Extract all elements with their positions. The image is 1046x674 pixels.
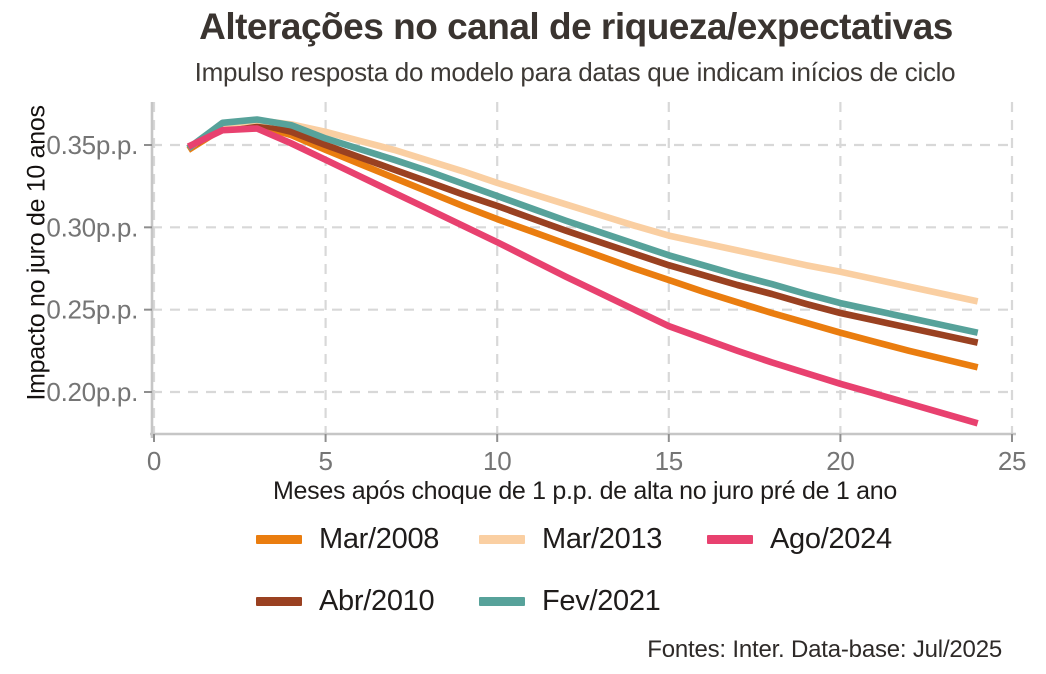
y-tick-label: 0.25p.p. [46, 295, 138, 325]
y-tick-label: 0.30p.p. [46, 212, 138, 242]
x-tick-label: 25 [998, 446, 1026, 476]
legend-label: Fev/2021 [542, 584, 661, 617]
series-line-Mar-2008 [186, 121, 979, 371]
legend-label: Mar/2008 [319, 522, 440, 555]
chart-title: Alterações no canal de riqueza/expectati… [199, 6, 953, 47]
x-tick-label: 20 [826, 446, 854, 476]
source-note: Fontes: Inter. Data-base: Jul/2025 [647, 636, 1002, 663]
legend-item-Mar-2013: Mar/2013 [479, 521, 707, 557]
legend-swatch-icon [479, 596, 525, 606]
series-line-Fev-2021 [186, 116, 979, 336]
legend-swatch-icon [256, 534, 302, 544]
x-tick-label: 15 [655, 446, 683, 476]
legend-swatch-icon [479, 534, 525, 544]
legend-swatch-icon [256, 596, 302, 606]
x-tick-label: 5 [319, 446, 333, 476]
legend-item-Ago-2024: Ago/2024 [707, 521, 917, 557]
y-tick-label: 0.35p.p. [46, 130, 138, 160]
x-tick-label: 10 [483, 446, 511, 476]
x-axis-title: Meses após choque de 1 p.p. de alta no j… [273, 477, 897, 505]
legend: Mar/2008 Mar/2013 Ago/2024 Abr/2010 Fev/2021 [256, 521, 917, 619]
series-line-Abr-2010 [186, 120, 979, 346]
legend-label: Mar/2013 [542, 522, 663, 555]
x-tick-label: 0 [147, 446, 161, 476]
legend-label: Ago/2024 [770, 522, 892, 555]
legend-item-Fev-2021: Fev/2021 [479, 583, 707, 619]
legend-item-Abr-2010: Abr/2010 [256, 583, 479, 619]
line-chart-plot: 0 5 10 15 20 25 0.35p.p. 0.30p.p. 0.25p.p. 0.20p.… [46, 102, 1026, 476]
y-tick-label: 0.20p.p. [46, 377, 138, 407]
series-line-Ago-2024 [186, 125, 979, 427]
legend-swatch-icon [707, 534, 753, 544]
series-line-Mar-2013 [186, 117, 979, 305]
legend-item-Mar-2008: Mar/2008 [256, 521, 479, 557]
chart-subtitle: Impulso resposta do modelo para datas qu… [194, 57, 956, 87]
legend-label: Abr/2010 [319, 584, 435, 617]
